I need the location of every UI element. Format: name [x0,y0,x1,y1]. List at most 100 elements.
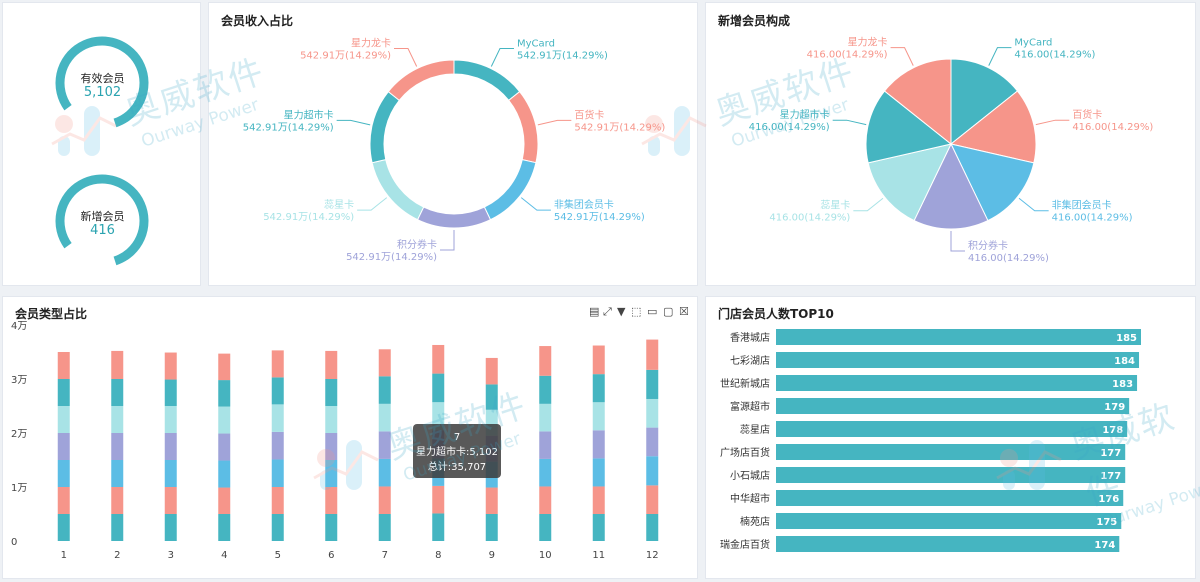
stacked-bar-segment[interactable] [271,459,284,487]
stacked-bar-segment[interactable] [539,375,552,404]
pie-slice[interactable] [483,158,537,221]
stacked-bar-segment[interactable] [325,379,338,406]
stacked-bar-segment[interactable] [539,514,552,541]
stacked-bar-segment[interactable] [111,514,124,541]
stacked-bar-segment[interactable] [378,431,391,459]
store-bar[interactable] [776,467,1126,483]
store-bar[interactable] [776,513,1122,529]
lasso-icon[interactable]: ▭ [647,305,658,318]
pie-slice[interactable] [508,90,539,164]
stacked-bar-segment[interactable] [485,514,498,541]
stacked-bar-segment[interactable] [592,374,605,403]
stacked-bar-segment[interactable] [271,487,284,514]
stacked-bar-segment[interactable] [164,433,177,460]
stacked-bar-segment[interactable] [111,379,124,406]
stacked-bar-segment[interactable] [164,487,177,514]
store-bar[interactable] [776,375,1138,391]
stacked-bar-segment[interactable] [432,402,445,431]
income-donut-chart[interactable]: MyCard542.91万(14.29%)百货卡542.91万(14.29%)非… [209,3,699,287]
stacked-bar-segment[interactable] [57,406,70,433]
stacked-bar-segment[interactable] [57,460,70,487]
newmember-pie-chart[interactable]: MyCard416.00(14.29%)百货卡416.00(14.29%)非集团… [706,3,1197,287]
stacked-bar-segment[interactable] [57,379,70,406]
store-bar[interactable] [776,536,1120,552]
pie-slice[interactable] [950,143,1035,222]
filter-icon[interactable]: ▼ [617,305,626,318]
stacked-bar-segment[interactable] [325,487,338,514]
stacked-bar-segment[interactable] [218,380,231,407]
stacked-bar-segment[interactable] [432,344,445,374]
stacked-bar-segment[interactable] [111,433,124,460]
stacked-bar-segment[interactable] [164,406,177,433]
store-bar[interactable] [776,490,1124,506]
stacked-bar-segment[interactable] [592,486,605,514]
stacked-bar-segment[interactable] [325,460,338,487]
stacked-bar-segment[interactable] [646,339,659,370]
stacked-bar-segment[interactable] [539,458,552,487]
stacked-bar-segment[interactable] [271,431,284,460]
stacked-bar-segment[interactable] [271,514,284,541]
stacked-bar-segment[interactable] [592,345,605,375]
store-bar[interactable] [776,421,1128,437]
stacked-bar-segment[interactable] [592,514,605,541]
stacked-bar-segment[interactable] [378,376,391,404]
pie-slice[interactable] [453,59,521,102]
stacked-bar-segment[interactable] [378,403,391,432]
stacked-bar-segment[interactable] [218,460,231,488]
stacked-bar-segment[interactable] [271,377,284,405]
stacked-bar-segment[interactable] [218,433,231,461]
stacked-bar-segment[interactable] [378,349,391,377]
pie-slice[interactable] [387,59,455,102]
stacked-bar-segment[interactable] [592,430,605,459]
stacked-bar-segment[interactable] [271,350,284,378]
stacked-bar-segment[interactable] [164,514,177,541]
stacked-bar-segment[interactable] [485,384,498,410]
pie-slice[interactable] [865,90,953,164]
pie-slice[interactable] [950,58,1019,146]
stacked-bar-segment[interactable] [432,513,445,541]
stacked-bar-segment[interactable] [592,458,605,487]
stacked-bar-segment[interactable] [646,398,659,428]
pie-slice[interactable] [949,90,1037,164]
stacked-bar-segment[interactable] [271,404,284,432]
stacked-bar-segment[interactable] [646,514,659,541]
stacked-bar-segment[interactable] [57,514,70,541]
stacked-bar-segment[interactable] [539,346,552,376]
stacked-bar-segment[interactable] [57,433,70,460]
data-view-icon[interactable]: ▤ [589,305,600,318]
stacked-bar-segment[interactable] [432,373,445,403]
pie-slice[interactable] [371,158,425,221]
store-bar[interactable] [776,398,1130,414]
stacked-bar-segment[interactable] [646,369,659,399]
stacked-bar-segment[interactable] [646,456,659,486]
stacked-bar-segment[interactable] [111,487,124,514]
stacked-bar-segment[interactable] [57,487,70,514]
stores-bar-chart[interactable]: 香港城店 185 七彩湖店 184 世纪新城店 183 富源超市 179 蕊星店 178 广场店百货… [706,297,1197,580]
stacked-bar-segment[interactable] [325,350,338,379]
pie-slice[interactable] [416,206,492,229]
rect-select-icon[interactable]: ⬚ [631,305,642,318]
stacked-bar-segment[interactable] [325,514,338,541]
stacked-bar-segment[interactable] [218,406,231,434]
stacked-bar-segment[interactable] [218,353,231,381]
pie-slice[interactable] [883,58,952,146]
clear-select-icon[interactable]: ▢ [663,305,674,318]
stacked-bar-segment[interactable] [539,486,552,514]
stacked-bar-segment[interactable] [164,352,177,380]
stacked-bar-segment[interactable] [539,403,552,432]
store-bar[interactable] [776,329,1141,345]
stacked-bar-segment[interactable] [218,514,231,541]
stacked-bar-segment[interactable] [378,458,391,487]
zoom-icon[interactable]: ⤢ [603,305,612,318]
stacked-bar-segment[interactable] [57,352,70,379]
stacked-bar-segment[interactable] [378,514,391,541]
store-bar[interactable] [776,352,1140,368]
stacked-bar-segment[interactable] [111,460,124,487]
stacked-bar-segment[interactable] [325,406,338,433]
stacked-bar-segment[interactable] [432,485,445,514]
close-icon[interactable]: ☒ [679,305,689,318]
pie-slice[interactable] [867,143,952,222]
stacked-bar-segment[interactable] [646,485,659,514]
stacked-bar-segment[interactable] [111,350,124,379]
